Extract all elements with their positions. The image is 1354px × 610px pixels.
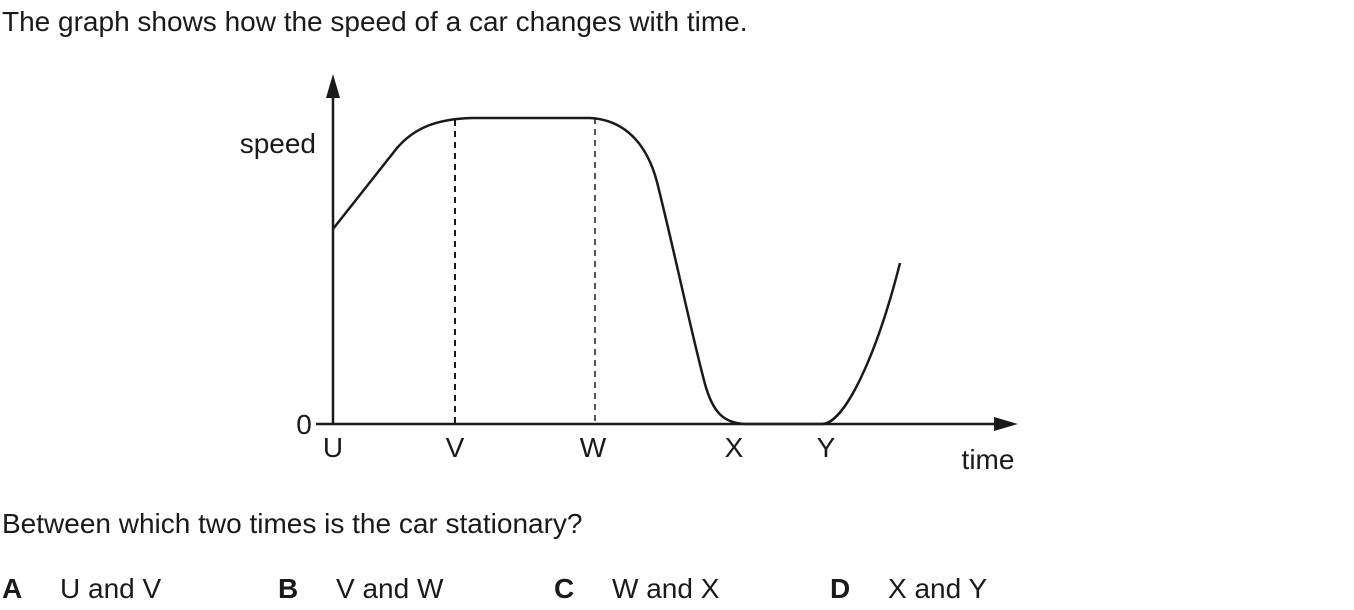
x-axis-label: time <box>962 444 1015 475</box>
x-axis-arrowhead <box>994 417 1018 431</box>
y-axis-label: speed <box>240 128 316 159</box>
origin-label: 0 <box>296 409 312 440</box>
option-text: X and Y <box>888 573 988 604</box>
time-label-x: X <box>725 432 744 463</box>
question-intro: The graph shows how the speed of a car c… <box>2 6 748 37</box>
time-label-y: Y <box>817 432 836 463</box>
time-label-w: W <box>580 432 607 463</box>
option-letter: C <box>554 573 575 604</box>
option-letter: D <box>830 573 851 604</box>
option-text: U and V <box>60 573 162 604</box>
option-letter: A <box>2 573 23 604</box>
option-text: V and W <box>336 573 444 604</box>
speed-curve <box>332 116 902 426</box>
time-label-v: V <box>446 432 465 463</box>
answer-options: A U and V B V and W C W and X D X and Y <box>2 575 1102 607</box>
option-text: W and X <box>612 573 720 604</box>
y-axis-arrowhead <box>326 74 340 98</box>
option-letter: B <box>278 573 299 604</box>
question-prompt: Between which two times is the car stati… <box>2 508 583 539</box>
time-label-u: U <box>323 432 343 463</box>
speed-time-graph: speed 0 time U V W X Y <box>240 74 1018 475</box>
